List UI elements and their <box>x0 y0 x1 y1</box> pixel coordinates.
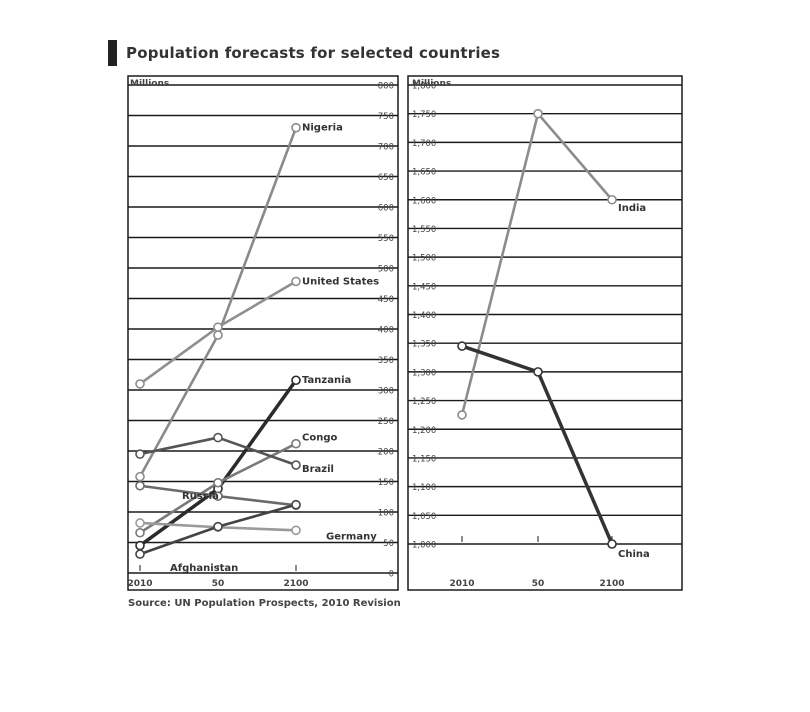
panel-1-y-tick-label: 400 <box>378 326 394 336</box>
panel-1-series-congo-point <box>135 527 145 538</box>
panel-2-y-tick-label: 1,300 <box>412 368 436 378</box>
panel-1-x-tick-label: 2100 <box>283 579 308 589</box>
panel-2-series-india-label: India <box>618 203 646 214</box>
panel-2-y-tick-label: 1,550 <box>412 225 436 235</box>
panel-1-y-tick-label: 100 <box>378 509 394 519</box>
panel-1-series-germany-label: Germany <box>326 531 377 542</box>
panel-2-y-tick-label: 1,700 <box>412 139 436 149</box>
panel-1-series-tanzania-point <box>291 375 301 386</box>
panel-1-y-tick-label: 600 <box>378 204 394 214</box>
panel-1-y-tick-label: 500 <box>378 265 394 275</box>
chart-title: Population forecasts for selected countr… <box>126 44 501 62</box>
panel-1-y-tick-label: 0 <box>389 570 394 580</box>
panel-2-y-tick-label: 1,350 <box>412 340 436 350</box>
panel-1-series-nigeria-point <box>291 122 301 133</box>
panel-2-series-china-point <box>533 367 543 377</box>
panel-1-frame <box>127 75 399 591</box>
panel-2-series-india-point <box>607 194 617 205</box>
panel-2-y-tick-label: 1,600 <box>412 196 436 206</box>
panel-2-y-tick-label: 1,250 <box>412 397 436 407</box>
panel-1-series-russia-label: Russia <box>182 491 219 502</box>
panel-1-series-brazil-point <box>291 460 301 470</box>
chart-source: Source: UN Population Prospects, 2010 Re… <box>128 598 401 609</box>
panel-2-series-china-label: China <box>618 549 650 560</box>
panel-1-series-germany-point <box>135 518 145 528</box>
panel-2-frame <box>407 75 683 591</box>
panel-2-series-india-point <box>533 108 543 119</box>
panel-1-x-tick-label: 2010 <box>127 579 152 589</box>
panel-1-series-nigeria-label: Nigeria <box>302 123 343 134</box>
panel-1-series-congo-point <box>291 438 301 449</box>
panel-1-series-brazil-point <box>213 432 223 443</box>
panel-1-y-tick-label: 550 <box>378 234 394 244</box>
panel-2-y-tick-label: 1,650 <box>412 168 436 178</box>
title-accent-bar <box>108 40 117 66</box>
panel-1-series-united-states-point <box>213 322 223 332</box>
panel-1-y-axis-label: Millions <box>130 79 169 89</box>
panel-2-y-tick-label: 1,000 <box>412 541 436 551</box>
panel-2-series-india-point <box>457 410 467 420</box>
panel-1-y-tick-label: 450 <box>378 295 394 305</box>
panel-1-series-russia-point <box>213 491 223 501</box>
panel-2-y-tick-label: 1,150 <box>412 454 436 464</box>
panel-1-y-tick-label: 50 <box>383 539 394 549</box>
panel-1-series-nigeria-point <box>213 330 223 340</box>
panel-2-x-tick-label: 2100 <box>599 579 624 589</box>
panel-1-y-tick-label: 250 <box>378 417 394 427</box>
panel-1-series-tanzania-line <box>138 379 298 547</box>
panel-1-series-united-states-label: United States <box>302 276 379 287</box>
panel-2-y-tick-label: 1,400 <box>412 311 436 321</box>
panel-1-series-tanzania-label: Tanzania <box>302 375 351 386</box>
panel-2-series-china-point <box>457 341 467 351</box>
panel-1-series-congo-point <box>213 477 223 488</box>
panel-1-series-germany-point <box>291 525 301 536</box>
panel-1-series-tanzania-point <box>135 540 145 551</box>
panel-1-series-afghanistan-label: Afghanistan <box>170 563 238 574</box>
panel-1-y-tick-label: 150 <box>378 478 394 488</box>
panel-1-y-tick-label: 350 <box>378 356 394 366</box>
panel-1-series-afghanistan-point <box>213 521 223 532</box>
panel-1-series-brazil-label: Brazil <box>302 464 334 475</box>
panel-1-x-tick-label: 50 <box>212 579 225 589</box>
panel-2-y-axis-label: Millions <box>412 79 451 89</box>
panel-2-y-tick-label: 1,450 <box>412 282 436 292</box>
panel-1-series-afghanistan-point <box>291 499 301 510</box>
panel-1-y-tick-label: 300 <box>378 387 394 397</box>
panel-1-series-nigeria-point <box>135 471 145 482</box>
panel-1-series-united-states-point <box>135 379 145 389</box>
panel-1-series-united-states-point <box>291 276 301 287</box>
panel-1-series-congo-label: Congo <box>302 433 337 444</box>
panel-2-y-tick-label: 1,100 <box>412 483 436 493</box>
panel-2-y-tick-label: 1,050 <box>412 512 436 522</box>
panel-2-x-tick-label: 2010 <box>449 579 474 589</box>
panel-1-y-tick-label: 200 <box>378 448 394 458</box>
panel-1-series-afghanistan-point <box>135 549 145 559</box>
panel-1-y-tick-label: 700 <box>378 143 394 153</box>
panel-1-series-russia-point <box>135 480 145 491</box>
panel-2-y-tick-label: 1,750 <box>412 110 436 120</box>
panel-2-y-tick-label: 1,200 <box>412 426 436 436</box>
panel-2-x-tick-label: 50 <box>532 579 545 589</box>
panel-2-series-china-point <box>607 539 617 549</box>
panel-1-y-tick-label: 800 <box>378 82 394 92</box>
panel-1-y-tick-label: 650 <box>378 173 394 183</box>
panel-1-series-brazil-point <box>135 449 145 459</box>
panel-2-y-tick-label: 1,500 <box>412 254 436 264</box>
panel-1-series-nigeria-line <box>138 127 298 478</box>
panel-1-y-tick-label: 750 <box>378 112 394 122</box>
panel-2-y-tick-label: 1,800 <box>412 82 436 92</box>
